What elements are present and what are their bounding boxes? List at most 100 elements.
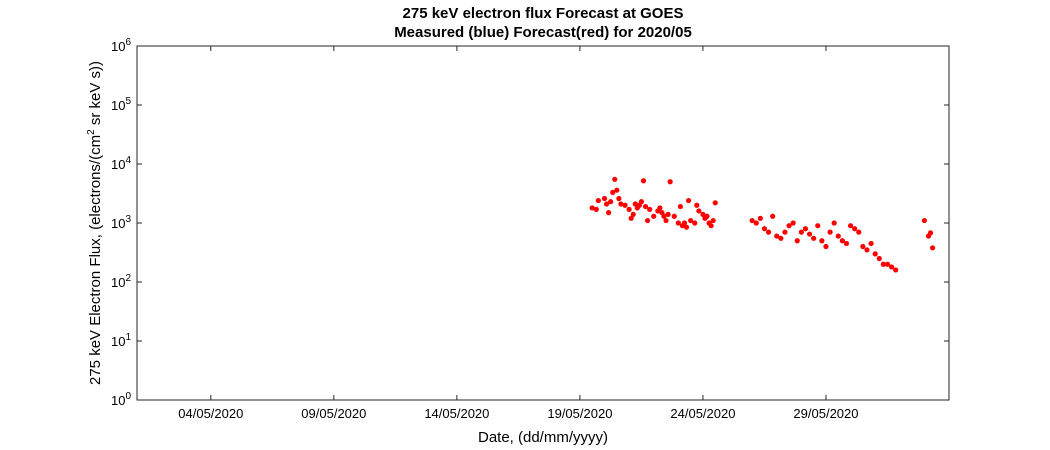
y-tick-base: 10 bbox=[111, 393, 125, 408]
data-point bbox=[593, 206, 599, 213]
forecast-series bbox=[589, 176, 936, 273]
data-point bbox=[860, 243, 866, 250]
y-tick-label: 104 bbox=[111, 155, 131, 172]
data-point bbox=[704, 213, 710, 219]
y-tick-label: 102 bbox=[111, 273, 131, 290]
data-point bbox=[852, 226, 858, 232]
data-point bbox=[694, 202, 700, 208]
y-tick-exponent: 4 bbox=[125, 155, 131, 166]
y-tick-label: 100 bbox=[111, 391, 131, 408]
data-point bbox=[589, 205, 595, 211]
y-tick-label: 105 bbox=[111, 96, 131, 113]
y-tick-base: 10 bbox=[111, 216, 125, 231]
data-point bbox=[606, 210, 612, 216]
y-tick-base: 10 bbox=[111, 334, 125, 349]
data-point bbox=[630, 211, 636, 217]
data-point bbox=[710, 217, 716, 224]
y-axis-label-main: 275 keV Electron Flux, (electrons/(cm bbox=[87, 135, 104, 385]
data-point bbox=[798, 229, 804, 235]
data-point bbox=[628, 215, 634, 221]
data-point bbox=[819, 238, 825, 244]
data-point bbox=[790, 220, 796, 226]
x-tick-label: 29/05/2020 bbox=[793, 406, 858, 421]
y-axis-label-rest: sr keV s)) bbox=[87, 61, 104, 129]
data-point bbox=[749, 217, 755, 224]
data-point bbox=[806, 231, 813, 237]
data-point bbox=[888, 264, 895, 270]
data-point bbox=[638, 199, 645, 205]
data-point bbox=[770, 213, 776, 219]
data-point bbox=[823, 243, 829, 250]
data-point bbox=[929, 245, 936, 251]
data-point bbox=[663, 217, 669, 224]
data-point bbox=[864, 247, 870, 253]
data-point bbox=[847, 223, 854, 229]
data-point bbox=[618, 201, 624, 207]
plot-area bbox=[136, 45, 950, 401]
y-axis-label: 275 keV Electron Flux, (electrons/(cm2 s… bbox=[86, 61, 104, 385]
data-point bbox=[782, 229, 788, 235]
data-point bbox=[675, 220, 681, 226]
data-point bbox=[774, 233, 780, 239]
data-point bbox=[700, 211, 706, 217]
x-tick-label: 24/05/2020 bbox=[670, 406, 735, 421]
data-point bbox=[671, 213, 677, 219]
data-point bbox=[601, 195, 608, 202]
data-point bbox=[612, 176, 618, 182]
data-point bbox=[614, 187, 620, 193]
y-tick-base: 10 bbox=[111, 275, 125, 290]
data-point bbox=[708, 223, 714, 229]
y-tick-exponent: 0 bbox=[125, 391, 131, 402]
data-point bbox=[626, 206, 632, 213]
data-point bbox=[642, 203, 649, 210]
data-point bbox=[802, 226, 809, 232]
chart-title: 275 keV electron flux Forecast at GOES bbox=[403, 5, 684, 22]
data-point bbox=[831, 220, 837, 226]
data-point bbox=[685, 197, 692, 204]
x-tick-label: 14/05/2020 bbox=[424, 406, 489, 421]
data-point bbox=[595, 197, 601, 204]
data-point bbox=[856, 229, 862, 235]
data-point bbox=[661, 213, 667, 219]
data-point bbox=[893, 267, 899, 273]
data-point bbox=[608, 199, 614, 205]
data-point bbox=[657, 205, 663, 211]
data-point bbox=[835, 233, 841, 239]
x-tick-label: 19/05/2020 bbox=[547, 406, 612, 421]
y-tick-base: 10 bbox=[111, 39, 125, 54]
data-point bbox=[811, 235, 817, 241]
y-tick-base: 10 bbox=[111, 157, 125, 172]
data-point bbox=[647, 206, 653, 213]
data-point bbox=[765, 229, 772, 235]
data-point bbox=[665, 211, 671, 217]
data-point bbox=[632, 201, 638, 207]
data-point bbox=[616, 195, 622, 202]
data-point bbox=[688, 217, 694, 224]
data-point bbox=[610, 189, 616, 196]
data-point bbox=[868, 240, 874, 247]
y-tick-exponent: 5 bbox=[125, 96, 131, 107]
y-tick-exponent: 6 bbox=[125, 37, 131, 48]
y-tick-exponent: 2 bbox=[125, 273, 131, 284]
y-axis-label-superscript: 2 bbox=[86, 129, 97, 135]
data-point bbox=[778, 235, 784, 241]
data-point bbox=[696, 208, 702, 214]
data-point bbox=[880, 261, 886, 267]
data-point bbox=[786, 223, 792, 229]
data-point bbox=[761, 226, 768, 232]
x-axis-ticks: 04/05/2020 09/05/2020 14/05/2020 19/05/2020… bbox=[178, 46, 859, 421]
data-point bbox=[667, 179, 673, 185]
data-point bbox=[872, 251, 878, 257]
y-tick-label: 101 bbox=[111, 332, 131, 349]
data-point bbox=[677, 203, 683, 210]
y-tick-base: 10 bbox=[111, 98, 125, 113]
data-point bbox=[603, 201, 610, 207]
y-tick-exponent: 1 bbox=[125, 332, 131, 343]
x-axis-label: Date, (dd/mm/yyyy) bbox=[478, 429, 608, 446]
chart-subtitle: Measured (blue) Forecast(red) for 2020/0… bbox=[394, 24, 692, 41]
data-point bbox=[712, 200, 718, 206]
data-point bbox=[927, 230, 934, 236]
data-point bbox=[884, 261, 891, 267]
data-point bbox=[651, 213, 657, 219]
